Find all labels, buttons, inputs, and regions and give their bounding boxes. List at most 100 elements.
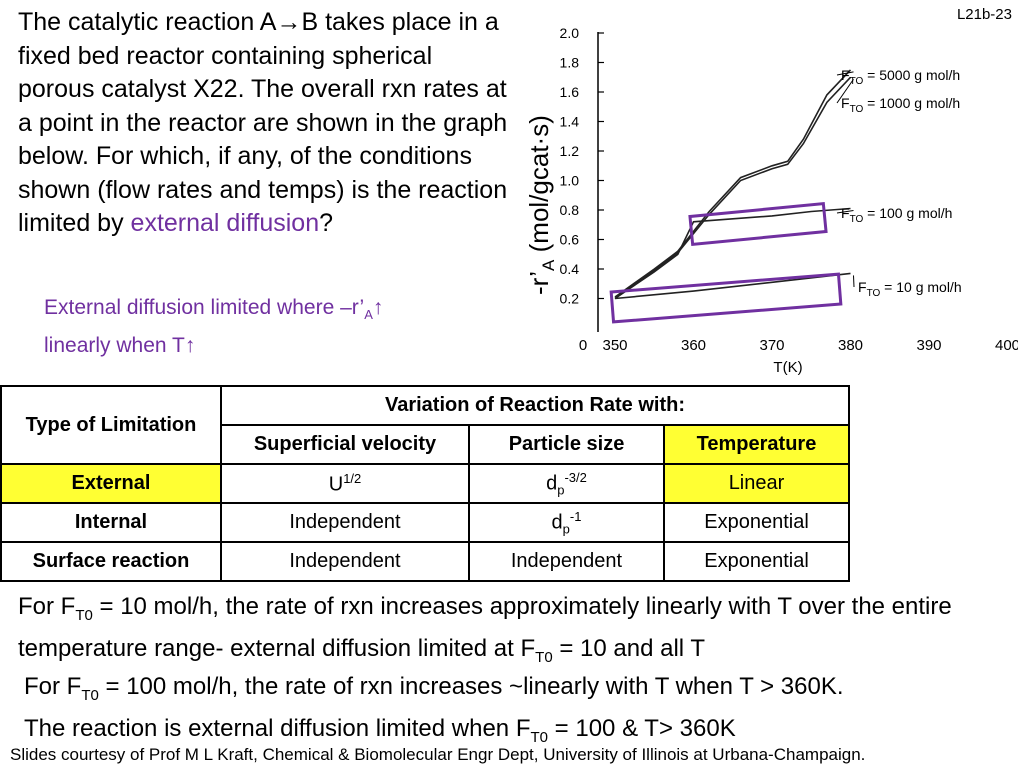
row-name-external: External	[0, 463, 222, 504]
series-label-part: = 100 g mol/h	[863, 205, 952, 221]
question-end: ?	[319, 209, 334, 237]
col-particle-size: Particle size	[468, 424, 665, 465]
y-label-sub: A	[539, 259, 558, 271]
credit-line: Slides courtesy of Prof M L Kraft, Chemi…	[10, 745, 866, 764]
c2-a: For F	[24, 673, 82, 700]
conclusion-2: For F T0 = 100 mol/h, the rate of rxn inc…	[24, 670, 844, 754]
series-label: FTO = 10 g mol/h	[858, 279, 962, 299]
series-label-arrow	[836, 71, 854, 76]
c2-b: = 100 mol/h, the rate of rxn increases ~…	[98, 673, 844, 700]
series-line-1	[614, 76, 852, 300]
cell-ps-internal: dp-1	[468, 502, 665, 543]
series-label-sub: TO	[850, 214, 864, 225]
series-label-part: F	[858, 279, 867, 295]
cell-temp-external: Linear	[663, 463, 850, 504]
x-tick-label: 360	[681, 337, 706, 354]
cell-ps-external: dp-3/2	[468, 463, 665, 504]
rate-vs-temperature-chart: -r’A (mol/gcat·s) 2.0 1.8 1.6 1.4 1.2 1.0 0.8 0…	[524, 25, 1018, 376]
cell-sub: p	[557, 482, 565, 498]
answer-sub: A	[364, 307, 373, 323]
highlight-box-10	[609, 272, 843, 324]
y-tick-label: 0.2	[560, 291, 580, 307]
series-line-3	[614, 272, 851, 300]
limitation-table: Type of Limitation Variation of Reaction…	[0, 385, 850, 582]
answer-line2: linearly when T↑	[44, 334, 196, 358]
cell-sv-external: U1/2	[220, 463, 470, 504]
series-label: FTO = 100 g mol/h	[841, 205, 952, 225]
x-ticks: 0 350 360 370 380 390 400	[579, 337, 1018, 354]
table-subheader-row: Superficial velocity Particle size Tempe…	[1, 424, 850, 465]
question-body: The catalytic reaction A→B takes place i…	[18, 8, 508, 237]
cell-text: U	[328, 473, 344, 496]
series-label-part: = 10 g mol/h	[880, 279, 961, 295]
series-line-2	[614, 207, 851, 300]
c1-sub1: T0	[75, 606, 93, 624]
series-group	[614, 69, 852, 300]
answer-line1: External diffusion limited where –r’	[44, 296, 365, 319]
series-label-arrow	[836, 78, 854, 104]
x-tick-label: 350	[602, 337, 627, 354]
c2-c: The reaction is external diffusion limit…	[24, 714, 531, 742]
series-line-0	[614, 69, 852, 298]
question-text: The catalytic reaction A→B takes place i…	[18, 6, 508, 241]
col-superficial-velocity: Superficial velocity	[220, 424, 470, 465]
variation-header: Variation of Reaction Rate with:	[220, 385, 850, 426]
table-header-row: Type of Limitation Variation of Reaction…	[0, 385, 850, 465]
series-label-arrow	[836, 210, 854, 214]
series-label: FTO = 5000 g mol/h	[841, 67, 960, 87]
c1-a: For F	[18, 593, 76, 620]
series-label-sub: TO	[850, 104, 864, 115]
y-axis-label: -r’A (mol/gcat·s)	[524, 115, 558, 295]
series-label: FTO = 1000 g mol/h	[841, 95, 960, 115]
series-label-part: = 1000 g mol/h	[863, 95, 960, 111]
table-row: Internal Independent dp-1 Exponential	[0, 502, 850, 543]
x-tick-label: 390	[916, 337, 941, 354]
y-tick-label: 1.2	[560, 143, 580, 159]
question-highlight: external diffusion	[130, 209, 320, 237]
c2-sub2: T0	[530, 728, 548, 746]
y-tick-label: 0.6	[560, 232, 580, 248]
cell-sub: p	[562, 521, 570, 537]
y-tick-label: 0.4	[560, 261, 580, 277]
cell-sup: 1/2	[343, 470, 362, 486]
row-name-internal: Internal	[0, 502, 222, 543]
answer-arrow: ↑	[372, 296, 384, 319]
c1-b: = 10 mol/h, the rate of rxn increases ap…	[18, 593, 952, 662]
x-tick-label: 370	[759, 337, 784, 354]
cell-temp-surface: Exponential	[663, 541, 850, 582]
type-header: Type of Limitation	[0, 385, 222, 465]
y-label-part: (mol/gcat·s)	[524, 115, 554, 259]
y-label-part: -r’	[524, 271, 554, 295]
x-tick-label: 380	[838, 337, 863, 354]
y-axis-title: -r’A (mol/gcat·s)	[524, 115, 558, 295]
x-axis-title: T(K)	[773, 359, 802, 376]
c2-d: = 100 & T> 360K	[548, 714, 736, 742]
row-name-surface: Surface reaction	[0, 541, 222, 582]
series-label-part: F	[841, 205, 850, 221]
c1-sub2: T0	[535, 648, 553, 666]
y-tick-label: 0.8	[560, 202, 580, 218]
x-tick-label: 0	[579, 337, 587, 354]
series-label-sub: TO	[867, 288, 881, 299]
table-row: External U1/2 dp-3/2 Linear	[0, 463, 850, 504]
y-tick-label: 1.4	[560, 114, 580, 130]
cell-text: d	[551, 511, 563, 534]
cell-sv-surface: Independent	[220, 541, 470, 582]
y-tick-label: 1.0	[560, 173, 580, 189]
y-tick-label: 1.6	[560, 84, 580, 100]
series-label-part: F	[841, 67, 850, 83]
slide-number: L21b-23	[956, 6, 1012, 23]
y-tick-label: 2.0	[560, 25, 580, 41]
c1-c: = 10 and all T	[552, 634, 706, 662]
y-ticks: 2.0 1.8 1.6 1.4 1.2 1.0 0.8 0.6 0.4 0.2	[560, 25, 604, 307]
col-temperature: Temperature	[663, 424, 850, 465]
x-tick-label: 400	[995, 337, 1018, 354]
highlight-box-100	[688, 202, 828, 246]
cell-sup: -1	[569, 508, 582, 524]
answer-text: External diffusion limited where –r’A↑ l…	[44, 292, 514, 361]
cell-sup: -3/2	[564, 469, 587, 485]
series-label-sub: TO	[850, 76, 864, 87]
series-label-part: F	[841, 95, 850, 111]
y-tick-label: 1.8	[560, 55, 580, 71]
